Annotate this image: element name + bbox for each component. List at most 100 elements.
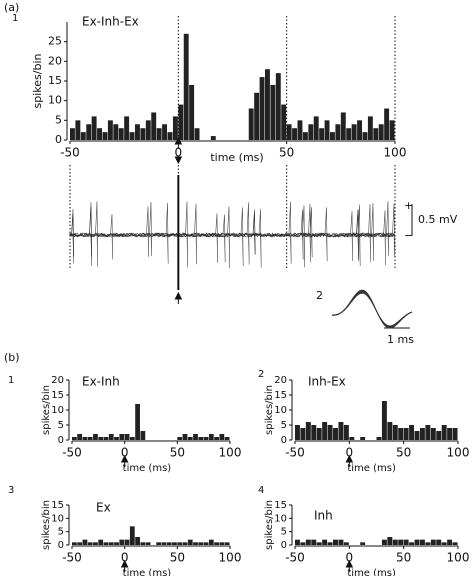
- bar: [187, 539, 193, 545]
- y-tick-label: 15: [51, 390, 64, 401]
- bar: [398, 539, 404, 545]
- y-axis-label: spikes/bin: [41, 500, 52, 550]
- bar: [295, 539, 300, 545]
- bar: [305, 422, 311, 440]
- chart-title: Inh: [314, 509, 333, 523]
- bar: [316, 542, 322, 545]
- bar: [113, 124, 119, 140]
- bar: [381, 401, 387, 440]
- marker-arrow: [345, 454, 354, 467]
- marker-arrow: [120, 454, 129, 467]
- bar: [108, 434, 114, 440]
- bar: [430, 539, 436, 545]
- x-tick-label: 0: [175, 146, 183, 160]
- bar: [409, 425, 415, 440]
- marker-arrow: [174, 156, 183, 165]
- x-tick-label: -50: [62, 446, 82, 460]
- bar: [124, 434, 130, 440]
- bar: [387, 422, 393, 440]
- bar: [389, 120, 395, 140]
- bar: [124, 539, 130, 545]
- bar: [93, 434, 98, 440]
- bar: [324, 120, 330, 140]
- bar: [302, 132, 308, 140]
- y-tick-label: 0: [58, 435, 64, 446]
- panel-number: 1: [8, 375, 14, 386]
- bar: [373, 128, 379, 140]
- bar: [129, 132, 135, 140]
- bar: [124, 116, 130, 140]
- inset-label: 2: [316, 289, 323, 302]
- bar: [313, 116, 319, 140]
- bar: [145, 120, 151, 140]
- bar: [208, 539, 214, 545]
- bar: [72, 437, 77, 440]
- x-tick-label: -50: [285, 446, 305, 460]
- bar: [87, 542, 93, 545]
- scale-plus: +: [404, 199, 413, 212]
- bar: [172, 542, 177, 545]
- bar: [98, 539, 104, 545]
- marker-arrow: [120, 559, 129, 572]
- bar: [376, 437, 382, 440]
- x-tick-label: 50: [396, 551, 411, 565]
- bar: [452, 428, 458, 440]
- bar: [316, 428, 322, 440]
- bar: [430, 428, 436, 440]
- y-tick-label: 20: [48, 54, 62, 67]
- bar: [208, 434, 214, 440]
- bar: [210, 136, 216, 140]
- bar: [198, 542, 204, 545]
- bar: [447, 539, 453, 545]
- y-tick-label: 5: [58, 527, 64, 538]
- x-tick-label: 0: [346, 446, 354, 460]
- bar: [107, 120, 113, 140]
- bar: [187, 437, 193, 440]
- x-tick-label: 50: [279, 146, 294, 160]
- bar: [281, 104, 287, 140]
- bar: [441, 542, 447, 545]
- panel-label: (a): [4, 1, 19, 14]
- bar: [392, 539, 398, 545]
- bar: [224, 437, 230, 440]
- x-axis-label: time (ms): [210, 151, 263, 164]
- bar: [333, 539, 338, 545]
- bar: [333, 428, 338, 440]
- x-tick-label: 0: [121, 551, 129, 565]
- bar: [398, 428, 404, 440]
- bar: [367, 116, 373, 140]
- bar: [254, 92, 260, 140]
- bar: [311, 425, 317, 440]
- x-tick-label: -50: [285, 551, 305, 565]
- inset-scale-label: 1 ms: [387, 333, 414, 346]
- bar: [80, 132, 86, 140]
- bar: [327, 542, 333, 545]
- bar: [177, 437, 183, 440]
- bar: [135, 404, 140, 440]
- bar: [161, 542, 167, 545]
- voltage-trace: [69, 202, 395, 262]
- bar: [151, 112, 157, 140]
- y-axis-label: spikes/bin: [264, 500, 275, 550]
- bar: [295, 425, 300, 440]
- bar: [119, 434, 125, 440]
- bar: [77, 434, 83, 440]
- bar: [189, 84, 195, 140]
- bar: [129, 526, 135, 545]
- bar: [156, 542, 162, 545]
- bar: [93, 542, 98, 545]
- panel-number: 3: [8, 485, 14, 496]
- bar: [300, 428, 306, 440]
- bar: [322, 422, 328, 440]
- bar: [419, 428, 425, 440]
- bar: [292, 128, 297, 140]
- bar: [387, 537, 393, 545]
- x-tick-label: 0: [121, 446, 129, 460]
- bar: [87, 437, 93, 440]
- scale-label: 0.5 mV: [418, 213, 458, 226]
- x-tick-label: 100: [384, 146, 407, 160]
- bar: [259, 77, 265, 140]
- panel-number: 4: [258, 485, 264, 496]
- bar: [166, 542, 172, 545]
